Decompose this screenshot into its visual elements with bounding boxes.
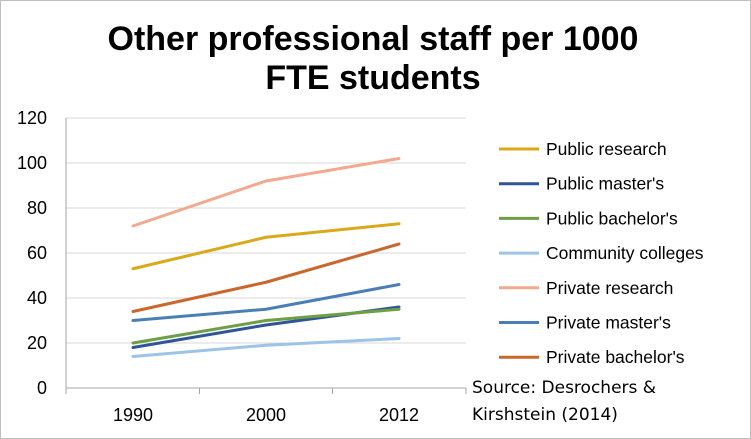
series-line-public-bachelor-s [131,307,401,345]
series-line-public-research [131,222,401,271]
y-tick-label-80: 80 [27,198,47,218]
legend-label-private-bachelor-s: Private bachelor's [546,347,685,367]
y-axis-tick-labels: 0 20 40 60 80 100 120 [17,108,47,398]
chart-title: Other professional staff per 1000 FTE st… [108,20,639,97]
y-tick-label-100: 100 [17,153,47,173]
y-tick-label-60: 60 [27,243,47,263]
series-line-private-bachelor-s [131,242,401,313]
source-note: Source: Desrochers & Kirshstein (2014) [472,378,656,425]
y-tick-label-40: 40 [27,288,47,308]
axes [65,118,467,394]
x-axis-tick-labels: 1990 2000 2012 [113,405,419,425]
series-line-community-colleges [131,337,401,358]
legend-label-public-master-s: Public master's [546,174,664,194]
source-line-2: Kirshstein (2014) [472,405,618,425]
legend-label-public-research: Public research [546,139,667,159]
chart-title-line-2: FTE students [265,59,480,97]
legend-label-private-master-s: Private master's [546,313,671,333]
legend: Public research Public master's Public bac… [499,139,704,367]
chart-title-line-1: Other professional staff per 1000 [108,20,639,58]
source-line-1: Source: Desrochers & [472,378,656,398]
x-tick-label-2000: 2000 [246,405,286,425]
legend-label-private-research: Private research [546,278,673,298]
series-lines [131,157,401,358]
y-tick-label-120: 120 [17,108,47,128]
x-tick-label-2012: 2012 [379,405,419,425]
y-tick-label-20: 20 [27,333,47,353]
series-line-private-master-s [131,283,401,322]
legend-label-public-bachelor-s: Public bachelor's [546,208,678,228]
series-line-private-research [131,157,401,228]
x-tick-label-1990: 1990 [113,405,153,425]
y-tick-label-0: 0 [37,378,47,398]
legend-label-community-colleges: Community colleges [546,243,704,263]
